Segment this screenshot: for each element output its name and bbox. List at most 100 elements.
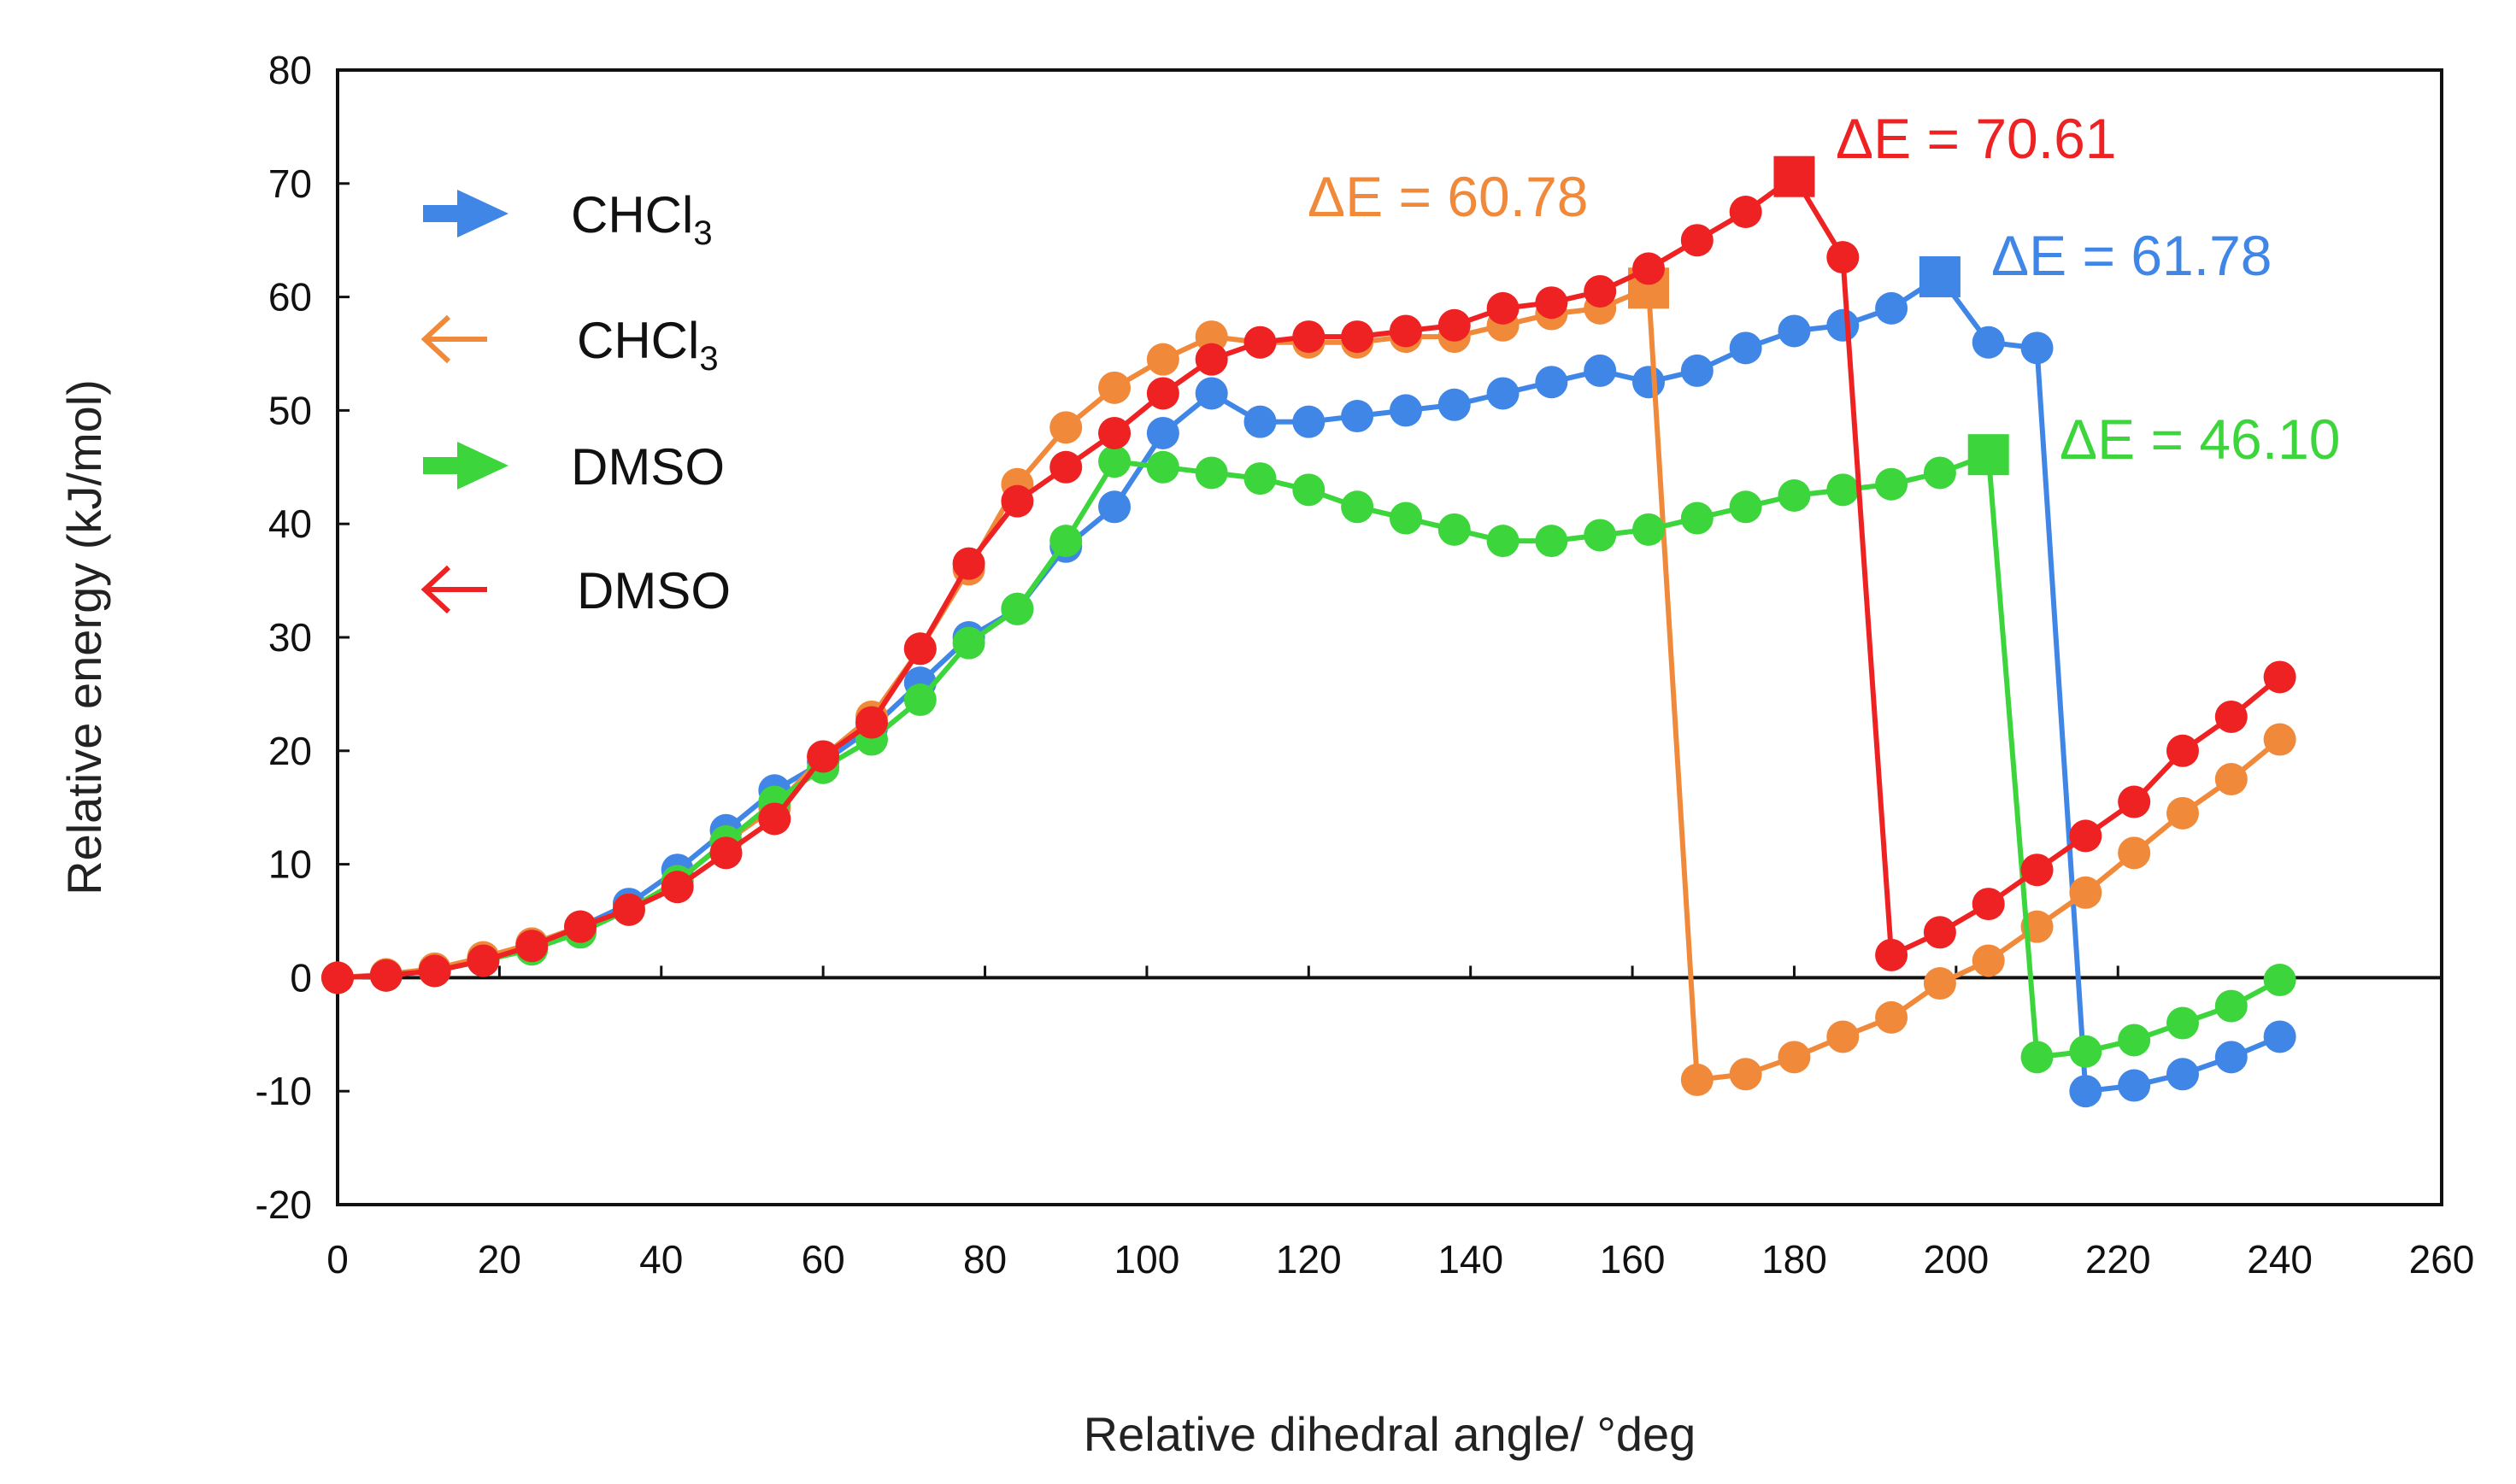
data-point <box>1049 450 1083 484</box>
delta-e-label: ΔE = 61.78 <box>1991 224 2272 287</box>
x-tick-label: 220 <box>2085 1237 2151 1282</box>
data-point <box>1826 308 1860 342</box>
x-tick-label: 60 <box>802 1237 845 1282</box>
data-point <box>1972 888 2005 921</box>
data-point <box>1535 286 1568 320</box>
data-point <box>1001 592 1034 625</box>
data-point <box>2166 796 2199 830</box>
peak-marker <box>1773 155 1815 197</box>
arrow-head <box>420 314 451 364</box>
data-point <box>1389 502 1422 535</box>
data-point <box>2069 1075 2102 1108</box>
y-tick-label: 30 <box>268 615 312 660</box>
data-point <box>564 910 597 943</box>
series-dmso-reverse <box>321 155 2296 994</box>
data-point <box>2263 1020 2296 1053</box>
data-point <box>1195 456 1228 490</box>
y-tick-label: 60 <box>268 275 312 320</box>
x-tick-label: 20 <box>478 1237 521 1282</box>
data-point <box>1389 314 1422 348</box>
data-point <box>1243 462 1277 496</box>
delta-e-label: ΔE = 46.10 <box>2060 408 2341 471</box>
peak-marker <box>1919 255 1960 297</box>
data-point <box>1486 525 1520 558</box>
data-point <box>1680 502 1714 535</box>
data-point <box>1729 331 1762 365</box>
data-point <box>1341 320 1374 354</box>
data-point <box>1389 394 1422 427</box>
data-point <box>2214 1041 2248 1074</box>
arrow-shaft <box>423 457 466 474</box>
data-point <box>1098 490 1132 524</box>
data-point <box>2069 819 2102 853</box>
y-tick-label: 70 <box>268 161 312 206</box>
data-point <box>1680 224 1714 257</box>
data-point <box>2020 1041 2054 1074</box>
data-point <box>1778 479 1811 512</box>
y-tick-label: 80 <box>268 48 312 92</box>
data-point <box>1437 308 1471 342</box>
delta-e-label: ΔE = 70.61 <box>1836 107 2117 170</box>
data-point <box>1826 473 1860 507</box>
data-point <box>1584 519 1617 552</box>
data-point <box>1729 490 1762 524</box>
x-tick-label: 80 <box>963 1237 1007 1282</box>
left-arrow-icon <box>420 314 487 364</box>
x-tick-label: 180 <box>1761 1237 1827 1282</box>
legend: CHCl3 CHCl3 DMSO DMSO <box>420 186 731 619</box>
data-point <box>1146 416 1179 449</box>
data-point <box>1923 967 1956 1000</box>
arrow-shaft <box>423 205 466 222</box>
legend-label: CHCl3 <box>577 312 719 378</box>
arrow-head <box>457 442 508 490</box>
data-point <box>1632 366 1666 399</box>
x-tick-label: 0 <box>326 1237 349 1282</box>
data-point <box>2118 1069 2151 1102</box>
data-point <box>1486 377 1520 410</box>
data-point <box>1632 252 1666 285</box>
data-point <box>2118 785 2151 818</box>
series-layer <box>321 155 2296 1108</box>
data-point <box>2020 331 2054 365</box>
axes-layer: 0 20 40 60 80 100 120 140 160 180 200 220 240 260-20-… <box>256 48 2475 1282</box>
data-point <box>1875 291 1908 325</box>
x-axis-title: Relative dihedral angle/ °deg <box>1084 1407 1696 1461</box>
data-point <box>1584 274 1617 308</box>
data-point <box>467 944 500 977</box>
data-point <box>758 802 791 836</box>
data-point <box>952 547 985 580</box>
data-point <box>1437 513 1471 546</box>
data-point <box>2166 1006 2199 1040</box>
data-point <box>1632 513 1666 546</box>
legend-label: DMSO <box>577 562 731 619</box>
data-point <box>709 836 743 870</box>
data-point <box>1972 944 2005 977</box>
data-point <box>1195 343 1228 376</box>
x-tick-label: 160 <box>1600 1237 1666 1282</box>
data-point <box>903 632 937 666</box>
data-point <box>321 961 354 994</box>
data-point <box>2263 660 2296 694</box>
data-point <box>1049 525 1083 558</box>
data-point <box>2020 853 2054 887</box>
data-point <box>1049 411 1083 444</box>
data-point <box>1098 445 1132 478</box>
data-point <box>1923 456 1956 490</box>
data-point <box>903 683 937 717</box>
data-point <box>612 893 645 926</box>
data-point <box>1729 196 1762 228</box>
x-tick-label: 120 <box>1276 1237 1342 1282</box>
y-tick-label: 40 <box>268 502 312 546</box>
data-point <box>1875 467 1908 501</box>
legend-item-chcl3-forward: CHCl3 <box>423 186 713 252</box>
x-tick-label: 200 <box>1923 1237 1989 1282</box>
delta-e-label: ΔE = 60.78 <box>1308 165 1589 228</box>
data-point <box>1680 354 1714 387</box>
data-point <box>2118 1024 2151 1057</box>
data-point <box>2214 700 2248 733</box>
data-point <box>369 959 403 992</box>
data-point <box>1146 450 1179 484</box>
data-point <box>1778 314 1811 348</box>
data-point <box>1292 405 1326 438</box>
data-point <box>1243 405 1277 438</box>
